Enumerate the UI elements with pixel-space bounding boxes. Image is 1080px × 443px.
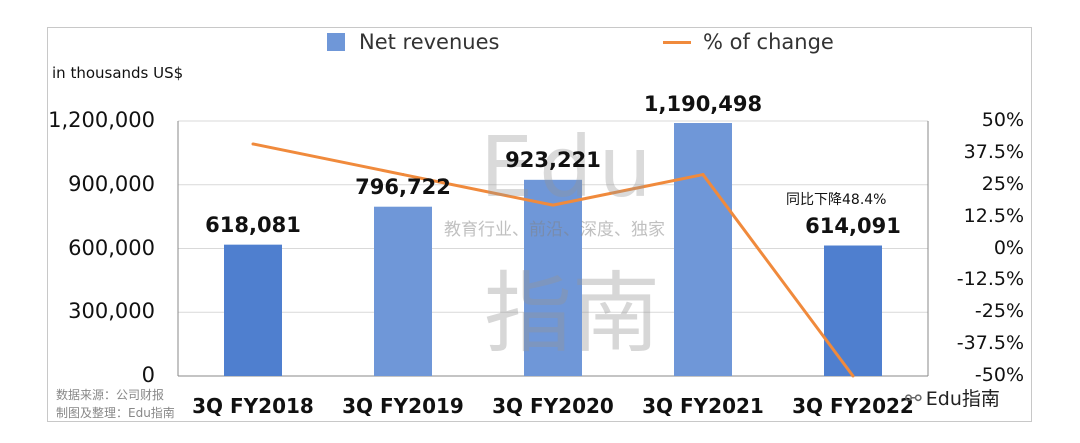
- y-left-tick-4: 1,200,000: [48, 108, 155, 132]
- y-left-tick-2: 600,000: [68, 235, 155, 260]
- legend-item-percent-change: % of change: [663, 30, 834, 54]
- annotation-decline: 同比下降48.4%: [786, 192, 887, 208]
- line-point-2: [551, 203, 555, 207]
- bar-1: [374, 206, 432, 376]
- y-right-tick-5: -12.5%: [956, 268, 1024, 291]
- legend-label-percent-change: % of change: [703, 30, 834, 54]
- x-category-2: 3Q FY2020: [492, 394, 614, 418]
- line-point-0: [251, 142, 255, 146]
- y-left-tick-1: 300,000: [68, 299, 155, 324]
- y-right-tick-3: 12.5%: [963, 204, 1024, 227]
- line-point-3: [701, 173, 705, 177]
- data-label-0: 618,081: [205, 212, 301, 237]
- y-right-tick-0: 50%: [981, 109, 1024, 131]
- chart-frame: [47, 27, 1032, 422]
- x-category-4: 3Q FY2022: [792, 394, 914, 418]
- bar-2: [524, 179, 582, 376]
- brand-text: Edu指南: [925, 388, 1000, 410]
- y-right-tick-8: -50%: [974, 364, 1024, 386]
- legend-swatch-bar: [327, 33, 345, 51]
- y-axis-unit-label: in thousands US$: [52, 64, 184, 82]
- brand-badge[interactable]: ⚯ Edu指南: [905, 384, 1000, 411]
- y-right-tick-2: 25%: [981, 172, 1024, 195]
- y-right-tick-7: -37.5%: [956, 332, 1024, 355]
- legend-item-net-revenues: Net revenues: [327, 30, 499, 54]
- x-category-3: 3Q FY2021: [642, 394, 764, 418]
- data-label-2: 923,221: [505, 147, 601, 172]
- watermark-title: Edu: [480, 118, 658, 216]
- source-line-1: 数据来源：公司财报: [56, 388, 165, 402]
- watermark-subtitle: 教育行业、前沿、深度、独家: [444, 220, 665, 240]
- bar-4: [824, 245, 882, 376]
- y-right-tick-4: 0%: [993, 236, 1024, 259]
- y-right-tick-1: 37.5%: [963, 140, 1024, 163]
- bar-0: [224, 244, 282, 376]
- y-right-tick-6: -25%: [974, 300, 1024, 323]
- line-point-4: [851, 374, 855, 378]
- legend-label-net-revenues: Net revenues: [359, 30, 500, 54]
- y-left-tick-0: 0: [141, 363, 155, 387]
- legend-swatch-line: [663, 40, 691, 44]
- data-label-4: 614,091: [805, 213, 901, 238]
- data-label-3: 1,190,498: [643, 92, 763, 116]
- bar-3: [674, 123, 732, 377]
- watermark-cn: 指南: [484, 262, 661, 365]
- data-label-1: 796,722: [355, 174, 451, 199]
- x-category-0: 3Q FY2018: [192, 394, 314, 418]
- y-left-tick-3: 900,000: [68, 171, 155, 196]
- source-line-2: 制图及整理：Edu指南: [56, 406, 175, 420]
- line-point-1: [401, 173, 405, 177]
- x-category-1: 3Q FY2019: [342, 394, 464, 418]
- wechat-icon: ⚯: [905, 385, 922, 410]
